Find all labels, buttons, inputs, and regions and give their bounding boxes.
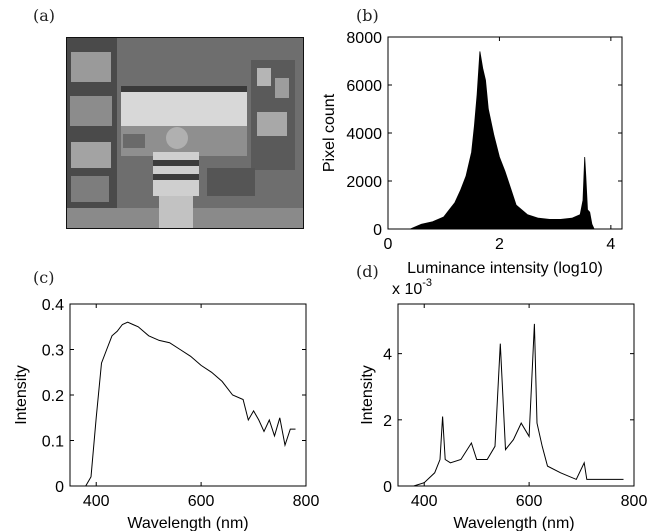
spectrum-d-chart: 0 2 4 400 600 800 x 10-3 Wavelength (nm) Int… [359, 277, 648, 531]
monitor [123, 134, 145, 148]
books-row-1 [71, 52, 111, 82]
y-axis-label: Intensity [13, 365, 30, 425]
panel-label-a: (a) [33, 6, 56, 25]
y-tick-label: 8000 [346, 30, 382, 47]
spectrum-line [413, 323, 624, 487]
books-row-3 [71, 142, 111, 168]
x-tick-label: 800 [621, 493, 648, 510]
y-tick-label: 0.3 [42, 343, 64, 360]
panel-label-d: (d) [356, 262, 379, 281]
spectrum-line [85, 321, 296, 487]
x-tick-label: 800 [293, 493, 320, 510]
office-photograph [66, 37, 304, 229]
poster-3 [257, 112, 287, 136]
y-multiplier-base: x 10 [392, 281, 422, 298]
window-frame [121, 86, 247, 92]
y-tick-label: 0 [373, 222, 382, 239]
y-tick-label: 4000 [346, 126, 382, 143]
person-head [166, 127, 188, 149]
poster-2 [275, 78, 289, 98]
histogram-area [410, 51, 595, 230]
y-multiplier-exponent: -3 [422, 277, 432, 289]
y-tick-label: 0 [383, 479, 392, 496]
books-row-4 [71, 176, 109, 202]
shirt-stripe-2 [153, 174, 199, 180]
x-tick-label: 600 [516, 493, 543, 510]
y-tick-label: 0 [55, 479, 64, 496]
person-trousers [159, 196, 193, 228]
y-multiplier-label: x 10-3 [392, 277, 432, 298]
x-tick-label: 2 [495, 236, 504, 253]
poster-1 [257, 68, 271, 86]
plot-frame [397, 303, 635, 487]
x-tick-label: 400 [411, 493, 438, 510]
photo-drawing [67, 38, 303, 228]
y-tick-label: 2 [383, 413, 392, 430]
y-tick-label: 0.2 [42, 388, 64, 405]
y-tick-label: 4 [383, 347, 392, 364]
y-tick-label: 2000 [346, 174, 382, 191]
books-row-2 [70, 96, 112, 126]
color-checker [207, 168, 255, 196]
x-tick-label: 4 [606, 236, 615, 253]
x-axis-label: Wavelength (nm) [453, 515, 574, 531]
x-tick-label: 0 [384, 236, 393, 253]
y-tick-label: 6000 [346, 78, 382, 95]
spectrum-c-chart: 00.10.20.30.4 400 600 800 Wavelength (nm) … [13, 297, 320, 531]
x-axis-label: Luminance intensity (log10) [407, 260, 603, 277]
y-axis-label: Intensity [359, 365, 376, 425]
plot-frame [69, 303, 307, 487]
panel-label-b: (b) [356, 6, 379, 25]
y-axis-label: Pixel count [321, 93, 338, 172]
shirt-stripe-1 [153, 160, 199, 166]
y-tick-label: 0.1 [42, 434, 64, 451]
panel-label-c: (c) [33, 268, 55, 287]
x-tick-label: 400 [83, 493, 110, 510]
y-tick-label: 0.4 [42, 297, 64, 314]
luminance-histogram-chart: 0 2000 4000 6000 8000 0 2 4 Luminance intensit… [321, 30, 623, 277]
x-axis-label: Wavelength (nm) [127, 515, 248, 531]
x-tick-label: 600 [188, 493, 215, 510]
